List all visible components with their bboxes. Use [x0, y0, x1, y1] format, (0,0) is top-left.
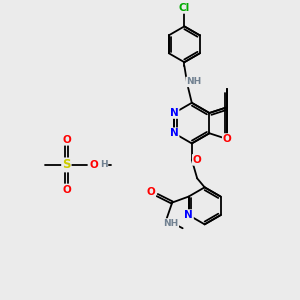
Text: NH: NH [163, 219, 178, 228]
Text: N: N [170, 128, 178, 138]
Text: H: H [100, 160, 107, 169]
Text: S: S [62, 158, 70, 171]
Text: O: O [62, 185, 71, 195]
Text: O: O [223, 134, 232, 144]
Text: N: N [184, 210, 193, 220]
Text: Cl: Cl [179, 3, 190, 13]
Text: O: O [193, 155, 202, 165]
Text: O: O [89, 160, 98, 170]
Text: O: O [62, 134, 71, 145]
Text: N: N [170, 108, 178, 118]
Text: O: O [146, 187, 155, 196]
Text: NH: NH [186, 77, 202, 86]
